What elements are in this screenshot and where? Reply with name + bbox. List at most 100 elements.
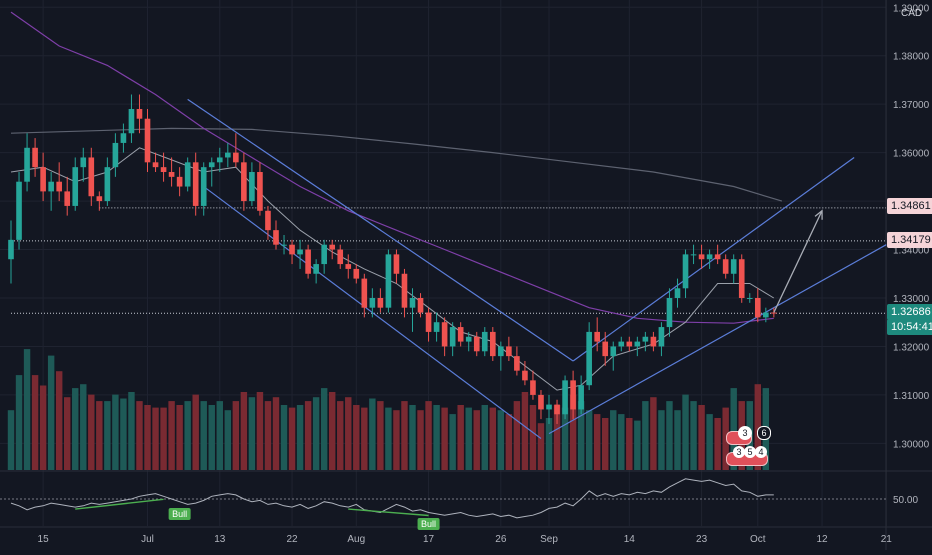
candle-body[interactable] [136,109,143,119]
candle-body[interactable] [730,259,737,274]
candle-body[interactable] [554,404,560,415]
candle-body[interactable] [698,254,705,260]
candle-body[interactable] [602,341,609,357]
candle-body[interactable] [88,157,95,197]
candle-body[interactable] [200,167,207,206]
candle-body[interactable] [682,254,689,289]
candle-body[interactable] [449,327,456,347]
candle-body[interactable] [224,152,231,158]
candle-body[interactable] [658,327,665,347]
candle-body[interactable] [120,133,127,143]
candle-body[interactable] [634,341,641,347]
candle-body[interactable] [562,380,568,415]
candle-body[interactable] [385,254,392,308]
candle-body[interactable] [329,244,336,250]
candle-body[interactable] [337,249,344,265]
candle-body[interactable] [144,118,151,163]
candle-body[interactable] [297,249,303,255]
candle-body[interactable] [618,341,625,347]
candle-body[interactable] [216,157,223,163]
candle-body[interactable] [32,147,38,168]
candle-body[interactable] [642,336,649,342]
candle-body[interactable] [754,297,761,318]
candle-body[interactable] [417,297,424,313]
candle-body[interactable] [16,181,22,240]
candle-body[interactable] [72,167,79,206]
candle-body[interactable] [184,162,191,187]
candle-body[interactable] [112,142,119,168]
candle-body[interactable] [208,162,215,168]
candle-body[interactable] [168,172,175,177]
level-badge-mid[interactable]: 1.34179 [887,232,932,248]
candle-body[interactable] [465,336,472,342]
candle-body[interactable] [345,264,352,269]
candle-body[interactable] [281,244,287,246]
candle-body[interactable] [8,239,14,260]
candle-body[interactable] [104,167,111,202]
event-markers[interactable]: 3 6 3 5 4 [724,425,774,469]
candle-body[interactable] [746,297,753,299]
candle-body[interactable] [361,278,368,308]
candle-body[interactable] [473,336,480,352]
candle-body[interactable] [176,176,183,187]
candle-body[interactable] [128,109,135,134]
candle-body[interactable] [273,230,279,245]
candle-body[interactable] [249,172,255,202]
candle-body[interactable] [481,331,488,352]
price-axis[interactable]: 1.390001.380001.370001.360001.350001.340… [893,3,930,450]
candle-body[interactable] [514,356,520,371]
candle-body[interactable] [305,249,311,274]
candle-body[interactable] [578,385,584,410]
candle-body[interactable] [433,322,440,332]
candle-body[interactable] [538,394,544,410]
candle-body[interactable] [64,191,71,206]
candle-body[interactable] [160,167,167,173]
candle-body[interactable] [674,288,681,298]
candle-body[interactable] [56,181,62,192]
candle-body[interactable] [706,254,713,260]
candle-body[interactable] [666,297,673,328]
candle-body[interactable] [738,259,745,298]
candle-body[interactable] [265,210,271,231]
candle-body[interactable] [489,331,496,357]
candle-body[interactable] [393,254,400,274]
candle-body[interactable] [506,346,512,357]
candle-body[interactable] [257,172,263,211]
candle-body[interactable] [771,312,777,314]
level-badge-high[interactable]: 1.34861 [887,198,932,214]
projection-arrow-shaft[interactable] [773,210,823,313]
candle-body[interactable] [763,312,769,318]
candle-body[interactable] [80,157,87,168]
candle-body[interactable] [48,181,54,192]
candle-body[interactable] [714,254,721,260]
candle-body[interactable] [313,264,319,274]
candle-body[interactable] [353,268,360,279]
candle-body[interactable] [96,196,103,202]
candle-body[interactable] [530,380,536,395]
time-axis[interactable]: 15 Jul 13 22 Aug 17 26 Sep 14 23 Oct 12 21 [38,534,893,545]
candle-body[interactable] [152,162,159,168]
candle-body[interactable] [498,346,504,357]
candle-body[interactable] [321,244,327,265]
channel-line-up_lower[interactable] [548,244,887,435]
candles[interactable] [8,94,777,424]
candle-body[interactable] [457,327,464,342]
channel-line-up_upper[interactable] [572,156,855,362]
candle-body[interactable] [40,167,46,192]
candle-body[interactable] [610,346,617,357]
candle-body[interactable] [24,147,30,182]
channel-line-down_upper[interactable] [187,98,574,362]
candle-body[interactable] [369,297,376,308]
candle-body[interactable] [425,312,432,332]
candle-body[interactable] [546,404,552,410]
projection-arrow[interactable] [773,209,823,313]
horizontal-levels[interactable] [11,207,886,314]
candle-body[interactable] [586,331,592,386]
candle-body[interactable] [241,162,247,202]
candle-body[interactable] [289,244,295,255]
candle-body[interactable] [409,297,416,308]
candle-body[interactable] [722,259,729,274]
candle-body[interactable] [626,341,633,347]
